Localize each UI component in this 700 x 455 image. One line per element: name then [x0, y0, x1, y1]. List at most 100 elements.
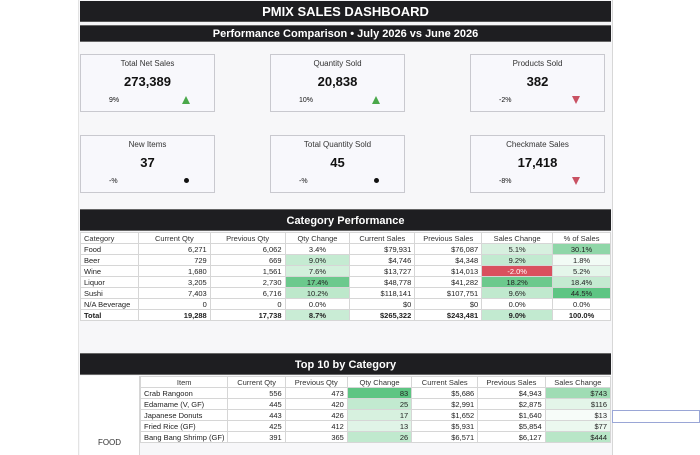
table-row[interactable]: N/A Beverage 0 0 0.0% $0 $0 0.0% 0.0% — [80, 298, 611, 310]
table-cell[interactable]: $4,348 — [414, 254, 483, 266]
table-cell[interactable]: -2.0% — [481, 265, 554, 277]
table-row[interactable]: Food 6,271 6,062 3.4% $79,931 $76,087 5.1% 30.1… — [80, 243, 611, 255]
table-cell[interactable]: 1.8% — [552, 254, 611, 266]
table-cell[interactable]: 0 — [209, 298, 286, 310]
table-cell[interactable]: Liquor — [80, 276, 139, 288]
table-cell[interactable]: 669 — [209, 254, 286, 266]
table-cell[interactable]: 1,561 — [209, 265, 286, 277]
table-cell[interactable]: 9.0% — [481, 309, 554, 321]
table-cell[interactable]: 7.6% — [284, 265, 351, 277]
table-row[interactable]: Sushi 7,403 6,716 10.2% $118,141 $107,751 9.6%… — [80, 287, 611, 299]
table-cell[interactable]: 425 — [227, 420, 286, 432]
table-cell[interactable]: $743 — [544, 387, 612, 399]
table-cell[interactable]: 556 — [227, 387, 286, 399]
table-cell[interactable]: $0 — [414, 298, 483, 310]
table-cell[interactable]: 17.4% — [284, 276, 351, 288]
table-cell[interactable]: 26 — [346, 431, 413, 443]
table-cell[interactable]: $265,322 — [349, 309, 416, 321]
column-header[interactable]: Current Sales — [349, 232, 416, 244]
table-cell[interactable]: 6,271 — [137, 243, 211, 255]
table-cell[interactable]: $2,875 — [477, 398, 546, 410]
table-cell[interactable]: 426 — [284, 409, 348, 421]
column-header[interactable]: Qty Change — [284, 232, 351, 244]
table-row[interactable]: Japanese Donuts 443 426 17 $1,652 $1,640 $13 — [139, 409, 612, 421]
table-cell[interactable]: 25 — [346, 398, 413, 410]
table-row[interactable]: Wine 1,680 1,561 7.6% $13,727 $14,013 -2.0% 5.2… — [80, 265, 611, 277]
table-cell[interactable]: 83 — [346, 387, 413, 399]
column-header[interactable]: Current Qty — [137, 232, 211, 244]
table-row[interactable]: Crab Rangoon 556 473 83 $5,686 $4,943 $743 — [139, 387, 612, 399]
table-cell[interactable]: $4,746 — [349, 254, 416, 266]
table-cell[interactable]: $1,652 — [411, 409, 479, 421]
table-cell[interactable]: $79,931 — [349, 243, 416, 255]
table-cell[interactable]: 391 — [227, 431, 286, 443]
column-header[interactable]: Sales Change — [544, 376, 612, 388]
table-cell[interactable]: Japanese Donuts — [139, 409, 229, 421]
table-cell[interactable]: $4,943 — [477, 387, 546, 399]
table-cell[interactable]: 44.5% — [552, 287, 611, 299]
table-cell[interactable]: 30.1% — [552, 243, 611, 255]
column-header[interactable]: Previous Qty — [284, 376, 348, 388]
table-cell[interactable]: 17,738 — [209, 309, 286, 321]
table-row[interactable]: Bang Bang Shrimp (GF) 391 365 26 $6,571 $6,12… — [139, 431, 612, 443]
table-cell[interactable]: 365 — [284, 431, 348, 443]
table-cell[interactable]: 100.0% — [552, 309, 611, 321]
column-header[interactable]: Sales Change — [481, 232, 554, 244]
table-cell[interactable]: 412 — [284, 420, 348, 432]
table-cell[interactable]: 0 — [137, 298, 211, 310]
table-cell[interactable]: Wine — [80, 265, 139, 277]
table-cell[interactable]: 18.4% — [552, 276, 611, 288]
table-row[interactable]: Liquor 3,205 2,730 17.4% $48,778 $41,282 18.2%… — [80, 276, 611, 288]
table-cell[interactable]: 6,062 — [209, 243, 286, 255]
table-cell[interactable]: N/A Beverage — [80, 298, 139, 310]
table-cell[interactable]: $76,087 — [414, 243, 483, 255]
table-cell[interactable]: 0.0% — [284, 298, 351, 310]
column-header[interactable]: Current Sales — [411, 376, 479, 388]
table-cell[interactable]: $77 — [544, 420, 612, 432]
table-cell[interactable]: $1,640 — [477, 409, 546, 421]
table-cell[interactable]: $116 — [544, 398, 612, 410]
table-cell[interactable]: $118,141 — [349, 287, 416, 299]
column-header[interactable]: % of Sales — [552, 232, 611, 244]
column-header[interactable]: Previous Sales — [414, 232, 483, 244]
table-cell[interactable]: Fried Rice (GF) — [139, 420, 229, 432]
table-cell[interactable]: 443 — [227, 409, 286, 421]
table-cell[interactable]: 10.2% — [284, 287, 351, 299]
table-cell[interactable]: $0 — [349, 298, 416, 310]
table-cell[interactable]: 3.4% — [284, 243, 351, 255]
table-cell[interactable]: Beer — [80, 254, 139, 266]
table-cell[interactable]: $107,751 — [414, 287, 483, 299]
table-row[interactable]: Edamame (V, GF) 445 420 25 $2,991 $2,875 $116 — [139, 398, 612, 410]
table-cell[interactable]: 7,403 — [137, 287, 211, 299]
table-cell[interactable]: 0.0% — [481, 298, 554, 310]
column-header[interactable]: Previous Sales — [477, 376, 546, 388]
table-cell[interactable]: $14,013 — [414, 265, 483, 277]
total-row[interactable]: Total 19,288 17,738 8.7% $265,322 $243,481 9.0… — [80, 309, 611, 321]
table-cell[interactable]: 729 — [137, 254, 211, 266]
table-row[interactable]: Fried Rice (GF) 425 412 13 $5,931 $5,854 $77 — [139, 420, 612, 432]
table-row[interactable]: Beer 729 669 9.0% $4,746 $4,348 9.2% 1.8% — [80, 254, 611, 266]
table-cell[interactable]: $6,127 — [477, 431, 546, 443]
table-cell[interactable]: 9.6% — [481, 287, 554, 299]
table-cell[interactable]: 13 — [346, 420, 413, 432]
table-cell[interactable]: Food — [80, 243, 139, 255]
table-cell[interactable]: Edamame (V, GF) — [139, 398, 229, 410]
table-cell[interactable]: 445 — [227, 398, 286, 410]
table-cell[interactable]: $243,481 — [414, 309, 483, 321]
table-cell[interactable]: $5,854 — [477, 420, 546, 432]
table-cell[interactable]: $48,778 — [349, 276, 416, 288]
table-cell[interactable]: 3,205 — [137, 276, 211, 288]
table-cell[interactable]: Bang Bang Shrimp (GF) — [139, 431, 229, 443]
table-cell[interactable]: $5,931 — [411, 420, 479, 432]
table-cell[interactable]: 18.2% — [481, 276, 554, 288]
table-cell[interactable]: $6,571 — [411, 431, 479, 443]
selected-cell[interactable] — [612, 410, 700, 423]
table-cell[interactable]: $13 — [544, 409, 612, 421]
column-header[interactable]: Current Qty — [227, 376, 286, 388]
table-cell[interactable]: 5.1% — [481, 243, 554, 255]
column-header[interactable]: Item — [139, 376, 229, 388]
column-header[interactable]: Qty Change — [346, 376, 413, 388]
table-cell[interactable]: Sushi — [80, 287, 139, 299]
table-cell[interactable]: 2,730 — [209, 276, 286, 288]
table-cell[interactable]: $5,686 — [411, 387, 479, 399]
